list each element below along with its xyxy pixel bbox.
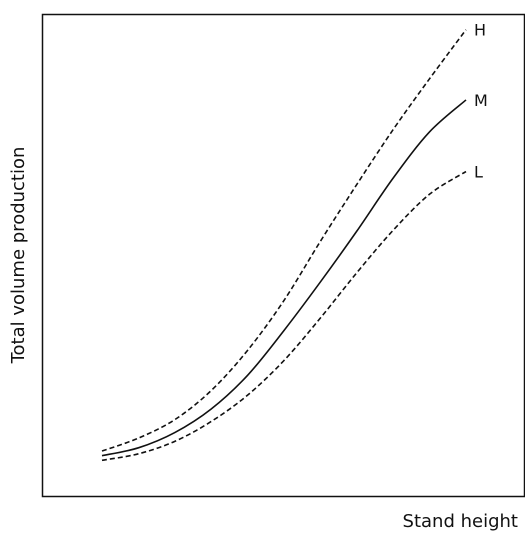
plot-frame <box>41 13 525 498</box>
series-layer: H M L <box>101 21 488 462</box>
series-line-m <box>101 99 467 457</box>
series-line-h <box>101 29 467 452</box>
series-label-m: M <box>474 91 488 110</box>
y-axis-label: Total volume production <box>8 147 29 365</box>
series-label-l: L <box>474 163 483 182</box>
series-label-h: H <box>474 21 486 40</box>
series-line-l <box>101 170 467 462</box>
x-axis-label: Stand height <box>403 511 518 532</box>
